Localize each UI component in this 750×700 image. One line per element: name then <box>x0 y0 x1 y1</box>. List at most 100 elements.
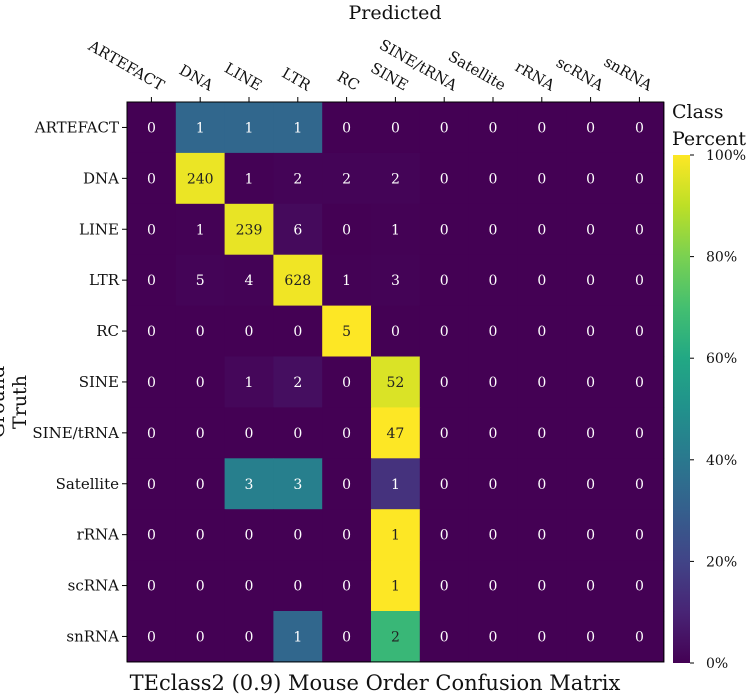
cell-8-6 <box>419 509 470 561</box>
cell-value-10-7: 0 <box>489 629 498 645</box>
cell-4-6 <box>419 305 470 358</box>
cell-value-1-6: 0 <box>440 171 449 187</box>
cell-value-8-4: 0 <box>342 528 351 544</box>
cell-2-9 <box>566 203 616 256</box>
colorbar-tick-label: 60% <box>706 351 737 367</box>
cell-value-6-9: 0 <box>586 426 595 442</box>
cell-8-5 <box>371 509 421 561</box>
cell-4-5 <box>371 305 421 358</box>
cell-1-6 <box>419 152 470 205</box>
cell-value-5-4: 0 <box>342 375 351 391</box>
cell-value-5-3: 2 <box>293 375 302 391</box>
cell-10-7 <box>468 611 518 663</box>
cell-5-2 <box>224 356 274 408</box>
cell-value-0-7: 0 <box>489 120 498 136</box>
cell-value-6-2: 0 <box>245 426 254 442</box>
cell-value-4-6: 0 <box>440 324 449 340</box>
cell-3-2 <box>224 254 274 307</box>
cell-value-9-2: 0 <box>245 579 254 595</box>
cell-value-0-6: 0 <box>440 120 449 136</box>
cell-value-1-4: 2 <box>342 171 351 187</box>
cell-7-5 <box>371 458 421 510</box>
cell-0-8 <box>517 102 567 154</box>
cell-3-6 <box>419 254 470 307</box>
colorbar-tick-label: 100% <box>706 148 746 164</box>
cell-10-2 <box>224 611 274 663</box>
cell-4-4 <box>322 305 372 358</box>
cell-0-1 <box>175 102 226 154</box>
cell-value-7-4: 0 <box>342 477 351 493</box>
cell-3-8 <box>517 254 567 307</box>
cell-value-6-5: 47 <box>386 426 404 442</box>
cell-8-2 <box>224 509 274 561</box>
cell-2-4 <box>322 203 372 256</box>
colorbar-tick-label: 80% <box>706 250 737 266</box>
x-tick-label: RC <box>334 67 363 94</box>
cell-value-5-5: 52 <box>386 375 404 391</box>
cell-value-3-3: 628 <box>284 273 311 289</box>
y-tick-label: Satellite <box>56 475 120 493</box>
cell-7-3 <box>273 458 323 510</box>
cell-4-2 <box>224 305 274 358</box>
cell-6-6 <box>419 407 470 459</box>
cell-7-6 <box>419 458 470 510</box>
cell-value-8-5: 1 <box>391 528 400 544</box>
cell-value-2-10: 0 <box>635 222 644 238</box>
cell-8-9 <box>566 509 616 561</box>
cell-value-8-7: 0 <box>489 528 498 544</box>
cell-value-3-7: 0 <box>489 273 498 289</box>
cell-7-0 <box>127 458 177 510</box>
y-tick-label: SINE/tRNA <box>32 424 119 442</box>
cell-0-3 <box>273 102 323 154</box>
cell-value-2-6: 0 <box>440 222 449 238</box>
cell-2-10 <box>615 203 665 256</box>
cell-value-10-8: 0 <box>537 629 546 645</box>
cell-5-5 <box>371 356 421 408</box>
cell-6-7 <box>468 407 518 459</box>
cell-5-8 <box>517 356 567 408</box>
cell-1-4 <box>322 152 372 205</box>
cell-value-9-3: 0 <box>293 579 302 595</box>
cell-value-1-2: 1 <box>245 171 254 187</box>
cell-value-10-1: 0 <box>196 629 205 645</box>
cell-value-8-10: 0 <box>635 528 644 544</box>
cell-value-2-2: 239 <box>236 222 263 238</box>
cell-1-2 <box>224 152 274 205</box>
cell-value-9-4: 0 <box>342 579 351 595</box>
cell-value-1-5: 2 <box>391 171 400 187</box>
cell-value-6-1: 0 <box>196 426 205 442</box>
cell-value-7-3: 3 <box>293 477 302 493</box>
x-tick-label: LTR <box>279 64 315 95</box>
cell-4-8 <box>517 305 567 358</box>
colorbar-title-line2: Percent <box>672 128 747 150</box>
cell-8-0 <box>127 509 177 561</box>
cell-value-10-6: 0 <box>440 629 449 645</box>
cell-value-0-3: 1 <box>293 120 302 136</box>
cell-value-10-5: 2 <box>391 629 400 645</box>
cell-3-4 <box>322 254 372 307</box>
colorbar-tick-label: 20% <box>706 554 737 570</box>
cell-value-6-6: 0 <box>440 426 449 442</box>
cell-value-6-8: 0 <box>537 426 546 442</box>
cell-value-3-9: 0 <box>586 273 595 289</box>
cell-9-8 <box>517 560 567 612</box>
cell-9-7 <box>468 560 518 612</box>
cell-1-0 <box>127 152 177 205</box>
cell-10-8 <box>517 611 567 663</box>
cell-9-4 <box>322 560 372 612</box>
cell-value-0-9: 0 <box>586 120 595 136</box>
cell-0-7 <box>468 102 518 154</box>
cell-value-3-5: 3 <box>391 273 400 289</box>
cell-value-9-10: 0 <box>635 579 644 595</box>
cell-3-0 <box>127 254 177 307</box>
cell-value-4-2: 0 <box>245 324 254 340</box>
cell-6-8 <box>517 407 567 459</box>
cell-9-2 <box>224 560 274 612</box>
cell-value-2-0: 0 <box>147 222 156 238</box>
cell-1-8 <box>517 152 567 205</box>
cell-value-4-0: 0 <box>147 324 156 340</box>
cell-3-7 <box>468 254 518 307</box>
cell-value-1-1: 240 <box>187 171 214 187</box>
cell-6-10 <box>615 407 665 459</box>
cell-value-1-9: 0 <box>586 171 595 187</box>
